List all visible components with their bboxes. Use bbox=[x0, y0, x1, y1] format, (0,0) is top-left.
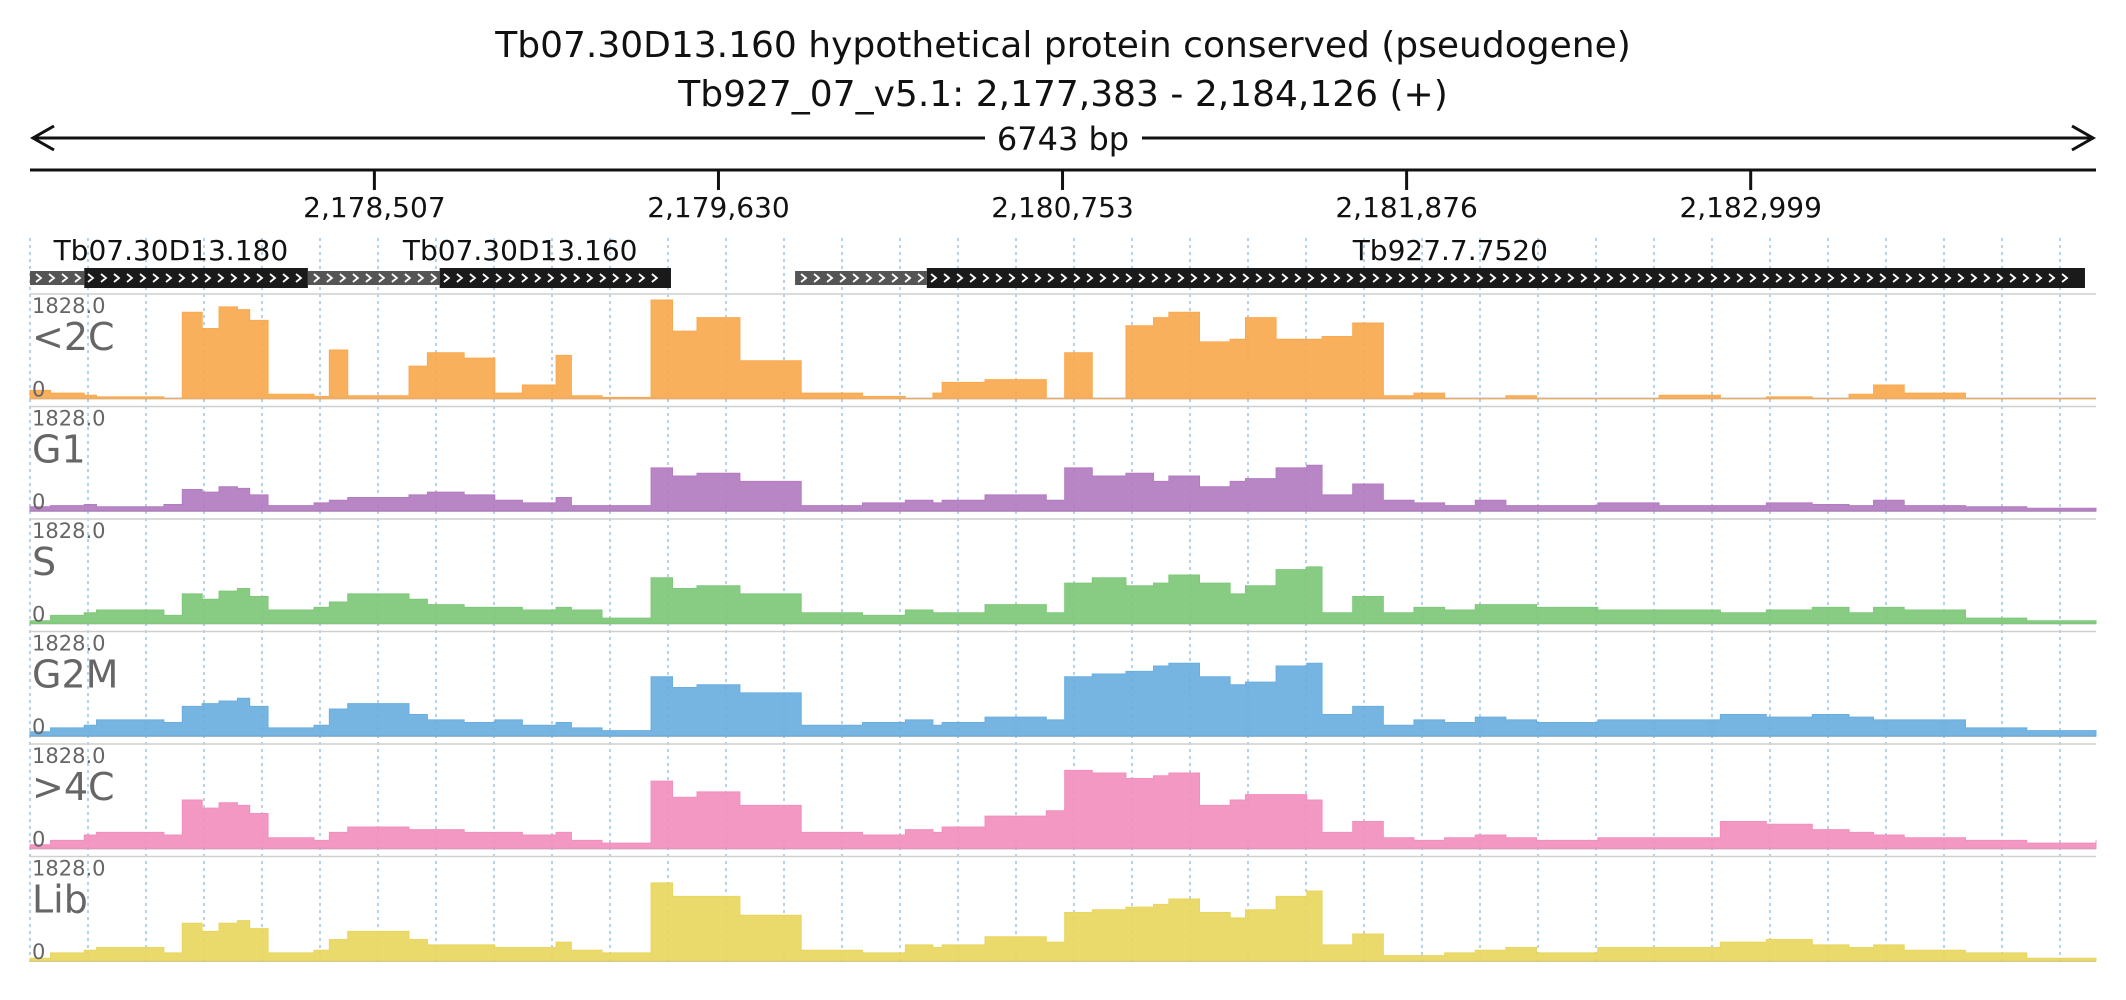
gridlines bbox=[29, 238, 2061, 964]
coverage-area bbox=[29, 464, 2097, 512]
track-name: G2M bbox=[32, 653, 118, 697]
coverage-area bbox=[29, 566, 2097, 624]
track-ymax-label: 1828.0 bbox=[32, 294, 105, 318]
gene-label: Tb927.7.7520 bbox=[1352, 234, 1548, 267]
gene-label: Tb07.30D13.180 bbox=[53, 234, 289, 267]
coverage-track: 1828.0S 0 bbox=[29, 518, 2097, 627]
span-label: 6743 bp bbox=[997, 120, 1129, 158]
span-arrow-right-icon bbox=[2071, 124, 2097, 152]
coverage-area bbox=[29, 769, 2097, 849]
coverage-area bbox=[29, 662, 2097, 737]
x-tick-label: 2,178,507 bbox=[303, 191, 446, 224]
x-tick-label: 2,179,630 bbox=[647, 191, 790, 224]
span-arrow-left-icon bbox=[29, 124, 55, 152]
gene-cds bbox=[926, 268, 2085, 288]
gene-track: Tb07.30D13.180 Tb07.30D13.160 Tb927.7.7520 bbox=[30, 234, 2085, 288]
x-tick-label: 2,181,876 bbox=[1335, 191, 1478, 224]
track-ymin-label: 0 bbox=[32, 940, 45, 964]
track-ymax-label: 1828.0 bbox=[32, 519, 105, 543]
track-ymin-label: 0 bbox=[32, 603, 45, 627]
track-name: S bbox=[32, 540, 56, 584]
coverage-track: 1828.0G1 0 bbox=[29, 405, 2097, 514]
track-ymax-label: 1828.0 bbox=[32, 632, 105, 656]
chart-title-line2: Tb927_07_v5.1: 2,177,383 - 2,184,126 (+) bbox=[677, 74, 1448, 115]
track-name: G1 bbox=[32, 428, 86, 472]
track-ymin-label: 0 bbox=[32, 715, 45, 739]
gene-label: Tb07.30D13.160 bbox=[402, 234, 638, 267]
strand-arrows-icon bbox=[800, 273, 2069, 283]
track-ymax-label: 1828.0 bbox=[32, 407, 105, 431]
track-name: >4C bbox=[32, 765, 115, 809]
gene-utr bbox=[307, 271, 440, 285]
coverage-track: 1828.0<2C 0 bbox=[29, 293, 2096, 402]
track-ymin-label: 0 bbox=[32, 378, 45, 402]
track-ymax-label: 1828.0 bbox=[32, 857, 105, 881]
coverage-area bbox=[29, 299, 2096, 399]
strand-arrows-icon bbox=[313, 273, 659, 283]
coverage-area bbox=[29, 882, 2097, 962]
x-tick-label: 2,182,999 bbox=[1679, 191, 1822, 224]
track-name: <2C bbox=[32, 315, 115, 359]
track-ymax-label: 1828.0 bbox=[32, 744, 105, 768]
span-ruler: 6743 bp bbox=[29, 120, 2097, 158]
x-axis-ticks: 2,178,507 2,179,630 2,180,753 2,181,876 2,18… bbox=[303, 170, 1822, 224]
gene-cds bbox=[439, 268, 671, 288]
coverage-tracks: 1828.0<2C01828.0G101828.0S01828.0G2M0182… bbox=[29, 293, 2097, 964]
gene-utr bbox=[30, 271, 85, 285]
track-name: Lib bbox=[32, 878, 88, 922]
track-ymin-label: 0 bbox=[32, 490, 45, 514]
chart-title-line1: Tb07.30D13.160 hypothetical protein cons… bbox=[494, 25, 1631, 66]
track-ymin-label: 0 bbox=[32, 828, 45, 852]
x-tick-label: 2,180,753 bbox=[991, 191, 1134, 224]
strand-arrows-icon bbox=[35, 273, 303, 283]
gene-utr bbox=[795, 271, 927, 285]
coverage-track: 1828.0>4C 0 bbox=[29, 743, 2097, 852]
